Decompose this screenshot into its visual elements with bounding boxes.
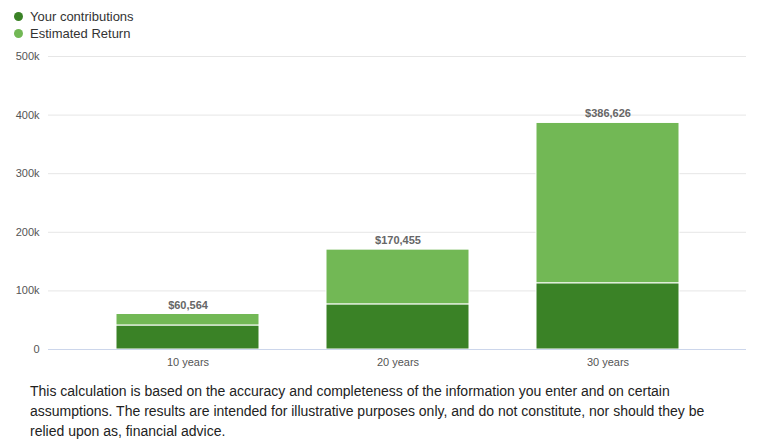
svg-text:30 years: 30 years [587,356,630,368]
svg-text:0: 0 [33,343,39,355]
svg-text:400k: 400k [16,109,40,121]
svg-text:100k: 100k [16,284,40,296]
svg-text:$170,455: $170,455 [375,234,421,246]
svg-text:300k: 300k [16,167,40,179]
svg-text:500k: 500k [16,50,40,62]
svg-text:$60,564: $60,564 [168,299,209,311]
svg-text:200k: 200k [16,226,40,238]
html-text:This calculation is based on t: This calculation is based on the accurac… [30,383,705,439]
svg-text:$386,626: $386,626 [585,107,631,119]
svg-text:20 years: 20 years [377,356,420,368]
html-text:Estimated Return: Estimated Return [30,26,131,41]
html-text:Your contributions: Your contributions [30,9,134,24]
svg-text:10 years: 10 years [167,356,210,368]
